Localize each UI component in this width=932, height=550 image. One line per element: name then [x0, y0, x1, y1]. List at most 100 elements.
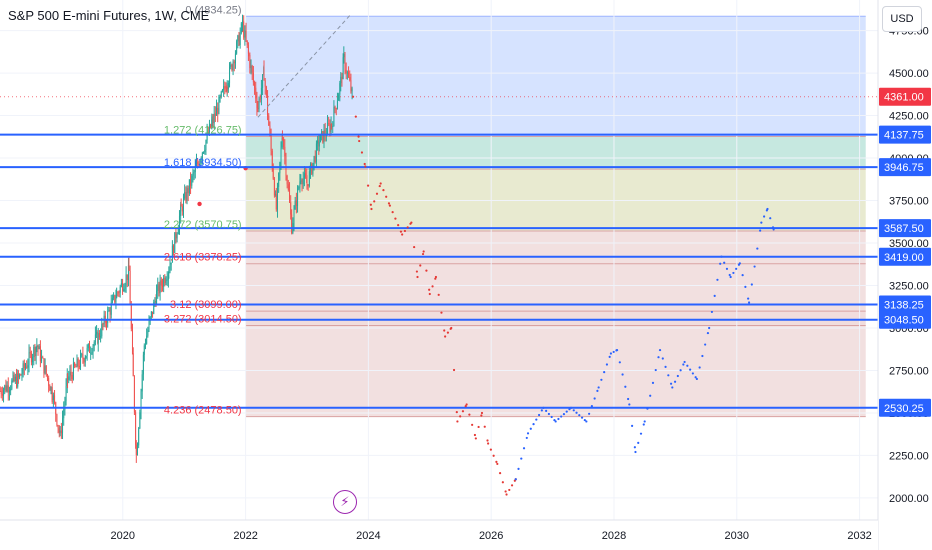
projection-dot-red: [422, 250, 425, 253]
projection-dot-red: [394, 217, 397, 220]
projection-dot-red: [455, 410, 458, 414]
candle-body: [14, 376, 16, 381]
candle-body: [147, 330, 149, 336]
candle-body: [287, 184, 289, 191]
candle-body: [270, 134, 272, 151]
price-axis-bg: [878, 0, 932, 550]
projection-dot-red: [437, 293, 440, 296]
candle-body: [119, 286, 121, 293]
projection-dot-red: [425, 269, 428, 272]
candle-body: [312, 162, 314, 174]
candle-body: [294, 200, 296, 210]
candle-body: [136, 445, 138, 455]
currency-button[interactable]: USD: [882, 6, 922, 32]
candle-body: [192, 173, 194, 176]
candle-body: [199, 160, 201, 166]
candle-body: [307, 184, 309, 186]
candle-body: [200, 158, 202, 161]
candle-body: [150, 311, 152, 317]
candle-body: [336, 100, 338, 109]
candle-body: [75, 366, 77, 368]
trend-line: [257, 14, 351, 118]
projection-dot-blue: [562, 412, 566, 416]
candle-body: [218, 97, 220, 114]
candle-body: [305, 173, 307, 177]
projection-dot-blue: [643, 420, 646, 423]
candle-body: [129, 270, 131, 305]
candle-body: [86, 348, 88, 357]
projection-dot-red: [480, 411, 484, 415]
lightning-icon[interactable]: ⚡: [333, 490, 357, 514]
candle-body: [170, 262, 172, 265]
projection-dot-red: [399, 230, 403, 233]
candle-body: [59, 430, 61, 433]
candle-body: [254, 82, 256, 88]
candle-body: [132, 353, 134, 377]
candle-body: [80, 354, 82, 367]
projection-dot-blue: [554, 420, 557, 423]
candle-body: [108, 310, 110, 312]
candle-body: [315, 143, 317, 162]
projection-dot-red: [473, 433, 477, 437]
candle-body: [163, 277, 165, 287]
candle-body: [91, 352, 93, 354]
candle-body: [281, 137, 283, 148]
projection-dot-blue: [760, 221, 763, 224]
projection-dot-blue: [766, 207, 769, 211]
candle-body: [227, 83, 229, 90]
candle-body: [214, 113, 216, 116]
candle-body: [87, 344, 89, 349]
price-axis[interactable]: 4750.004500.004250.004000.003750.003500.…: [877, 0, 932, 550]
fib-level-labels: 0 (4834.25) 1.272 (4126.75) 1.618 (3934.50…: [164, 4, 242, 416]
projection-dot-red: [387, 202, 391, 205]
candle-body: [259, 98, 261, 100]
horizontal-levels[interactable]: [0, 133, 878, 409]
projection-dot-red: [483, 425, 486, 428]
fib-label: 2.272 (3570.75): [164, 219, 242, 231]
projection-dot-red: [456, 420, 459, 423]
projection-dot-blue: [565, 410, 568, 413]
candle-body: [138, 428, 140, 446]
candle-body: [19, 374, 21, 378]
projection-dot-blue: [673, 380, 677, 383]
projection-dot-blue: [618, 361, 621, 364]
candle-body: [300, 180, 302, 182]
candle-body: [226, 87, 228, 90]
projection-dot-blue: [642, 423, 645, 426]
level-price-tag: 4137.75: [884, 130, 924, 142]
fib-label: 2.618 (3378.25): [164, 252, 242, 264]
candle-body: [289, 190, 291, 203]
projection-dot-blue: [720, 255, 723, 258]
candle-body: [133, 376, 135, 413]
candle-body: [273, 178, 275, 196]
projection-dot-blue: [630, 424, 634, 427]
candle-body: [36, 345, 38, 348]
candle-body: [74, 363, 76, 367]
level-price-tag: 3587.50: [884, 223, 924, 235]
projection-dot-blue: [603, 371, 606, 374]
candle-body: [128, 265, 130, 271]
projection-dot-blue: [753, 265, 756, 268]
time-axis[interactable]: 2020 2022 2024 2026 2028 2030 2032: [0, 519, 878, 550]
candle-body: [7, 385, 9, 393]
candle-body: [5, 385, 7, 392]
candle-body: [114, 295, 116, 303]
candle-body: [22, 363, 24, 374]
projection-dot-blue: [698, 366, 701, 369]
candle-body: [38, 346, 40, 350]
candle-body: [349, 77, 351, 81]
candle-body: [131, 328, 133, 354]
projection-dot-red: [450, 326, 453, 330]
projection-dot-red: [471, 423, 474, 426]
projection-dot-blue: [756, 247, 759, 250]
candle-body: [92, 346, 94, 353]
candle-body: [246, 40, 248, 46]
candle-body: [64, 400, 66, 410]
candle-body: [171, 245, 173, 263]
candle-body: [213, 113, 215, 124]
candle-body: [94, 334, 96, 343]
projection-dot-red: [403, 229, 407, 233]
projection-dot-red: [360, 151, 364, 154]
candle-body: [84, 358, 86, 363]
